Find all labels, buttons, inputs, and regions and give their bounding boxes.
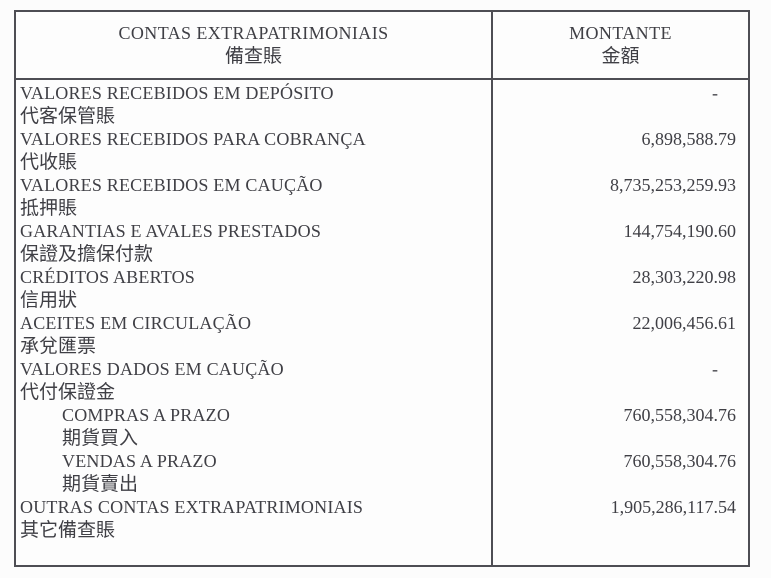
row-value: 144,754,190.60 <box>623 221 737 241</box>
row-label-zh: 抵押賬 <box>20 198 78 219</box>
row-label-pt: VALORES RECEBIDOS PARA COBRANÇA <box>20 129 366 149</box>
table-row: OUTRAS CONTAS EXTRAPATRIMONIAIS 其它備查賬 <box>20 496 491 542</box>
row-value: 1,905,286,117.54 <box>610 497 736 517</box>
row-value: - <box>712 359 718 379</box>
table-row-value: 6,898,588.79 <box>493 128 748 174</box>
table-body: VALORES RECEBIDOS EM DEPÓSITO 代客保管賬 VALO… <box>16 80 748 565</box>
table-row: CRÉDITOS ABERTOS 信用狀 <box>20 266 491 312</box>
row-value: 760,558,304.76 <box>623 405 737 425</box>
table-row: VENDAS A PRAZO 期貨賣出 <box>20 450 491 496</box>
row-label-pt: GARANTIAS E AVALES PRESTADOS <box>20 221 322 241</box>
header-cell-amount: MONTANTE 金額 <box>491 12 748 78</box>
header-amount-pt: MONTANTE <box>569 23 672 43</box>
row-label-pt: VENDAS A PRAZO <box>62 451 217 471</box>
row-value: 760,558,304.76 <box>623 451 737 471</box>
row-value: 6,898,588.79 <box>641 129 737 149</box>
table-row: VALORES DADOS EM CAUÇÃO 代付保證金 <box>20 358 491 404</box>
table-row-value: 8,735,253,259.93 <box>493 174 748 220</box>
row-value: 22,006,456.61 <box>632 313 737 333</box>
table-row: GARANTIAS E AVALES PRESTADOS 保證及擔保付款 <box>20 220 491 266</box>
row-label-zh: 保證及擔保付款 <box>20 244 154 265</box>
header-cell-accounts: CONTAS EXTRAPATRIMONIAIS 備查賬 <box>16 12 491 78</box>
row-label-pt: COMPRAS A PRAZO <box>62 405 231 425</box>
row-label-pt: CRÉDITOS ABERTOS <box>20 267 195 287</box>
row-label-pt: VALORES RECEBIDOS EM DEPÓSITO <box>20 83 334 103</box>
table-row-value: 1,905,286,117.54 <box>493 496 748 542</box>
header-accounts-pt: CONTAS EXTRAPATRIMONIAIS <box>118 23 389 43</box>
table-row-value: - <box>493 82 748 128</box>
header-amount-zh: 金額 <box>601 46 640 67</box>
row-value: 28,303,220.98 <box>632 267 737 287</box>
table-row: COMPRAS A PRAZO 期貨買入 <box>20 404 491 450</box>
table-row: ACEITES EM CIRCULAÇÃO 承兌匯票 <box>20 312 491 358</box>
table-row: VALORES RECEBIDOS EM CAUÇÃO 抵押賬 <box>20 174 491 220</box>
table-row-value: 28,303,220.98 <box>493 266 748 312</box>
extrapatrimonial-accounts-table: CONTAS EXTRAPATRIMONIAIS 備查賬 MONTANTE 金額… <box>14 10 750 567</box>
row-label-zh: 代收賬 <box>20 152 78 173</box>
row-label-zh: 期貨買入 <box>62 428 139 449</box>
row-label-pt: OUTRAS CONTAS EXTRAPATRIMONIAIS <box>20 497 364 517</box>
table-row-value: 760,558,304.76 <box>493 450 748 496</box>
row-label-zh: 期貨賣出 <box>62 474 139 495</box>
table-row-value: 760,558,304.76 <box>493 404 748 450</box>
row-label-zh: 代客保管賬 <box>20 106 116 127</box>
row-label-zh: 信用狀 <box>20 290 78 311</box>
row-value: - <box>712 83 718 103</box>
table-row: VALORES RECEBIDOS EM DEPÓSITO 代客保管賬 <box>20 82 491 128</box>
header-accounts-zh: 備查賬 <box>224 46 282 67</box>
row-label-pt: ACEITES EM CIRCULAÇÃO <box>20 313 252 333</box>
table-header-row: CONTAS EXTRAPATRIMONIAIS 備查賬 MONTANTE 金額 <box>16 12 748 80</box>
table-row-value: 144,754,190.60 <box>493 220 748 266</box>
table-row: VALORES RECEBIDOS PARA COBRANÇA 代收賬 <box>20 128 491 174</box>
amount-column: - 6,898,588.79 8,735,253,259.93 144,754,… <box>491 80 748 565</box>
row-label-zh: 其它備查賬 <box>20 520 116 541</box>
table-row-value: - <box>493 358 748 404</box>
row-label-zh: 代付保證金 <box>20 382 116 403</box>
row-value: 8,735,253,259.93 <box>610 175 736 195</box>
accounts-column: VALORES RECEBIDOS EM DEPÓSITO 代客保管賬 VALO… <box>16 80 491 565</box>
row-label-pt: VALORES DADOS EM CAUÇÃO <box>20 359 284 379</box>
row-label-pt: VALORES RECEBIDOS EM CAUÇÃO <box>20 175 323 195</box>
row-label-zh: 承兌匯票 <box>20 336 97 357</box>
table-row-value: 22,006,456.61 <box>493 312 748 358</box>
